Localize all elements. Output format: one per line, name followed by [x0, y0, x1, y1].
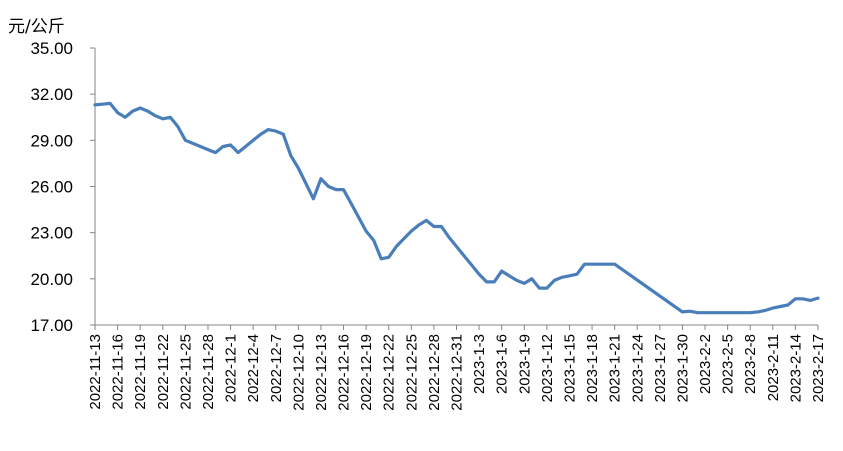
y-tick-labels: 17.00 20.00 23.00 26.00 29.00 32.00 35.00: [30, 39, 73, 335]
y-tick-label: 32.00: [30, 85, 73, 104]
y-tick-label: 17.00: [30, 316, 73, 335]
x-tick-label: 2022-12-10: [290, 334, 307, 411]
x-tick-label: 2023-2-14: [787, 334, 804, 402]
x-tick-label: 2023-1-3: [471, 334, 488, 394]
x-tick-label: 2022-12-31: [449, 334, 466, 411]
x-tick-label: 2023-2-2: [697, 334, 714, 394]
y-axis-unit-label: 元/公斤: [8, 17, 65, 37]
x-tick-label: 2022-11-25: [177, 334, 194, 410]
x-tick-label: 2022-12-19: [358, 334, 375, 411]
x-tick-label: 2022-12-1: [223, 334, 240, 402]
x-tick-label: 2022-12-25: [403, 334, 420, 411]
x-tick-label: 2023-1-9: [516, 334, 533, 394]
series-lines: [93, 101, 820, 315]
y-tick-label: 29.00: [30, 131, 73, 150]
chart-axes: [90, 47, 819, 330]
x-tick-labels: 2022-11-13 2022-11-16 2022-11-19 2022-11-22…: [87, 334, 827, 411]
x-tick-label: 2023-1-12: [539, 334, 556, 402]
x-tick-label: 2023-2-11: [765, 334, 782, 401]
x-tick-label: 2022-11-28: [200, 334, 217, 410]
x-tick-label: 2023-2-17: [810, 334, 827, 402]
x-tick-label: 2023-2-8: [742, 334, 759, 394]
x-tick-label: 2022-11-19: [132, 334, 149, 410]
y-tick-label: 26.00: [30, 178, 73, 197]
x-tick-label: 2022-11-16: [110, 334, 127, 410]
x-tick-label: 2022-11-13: [87, 334, 104, 410]
x-tick-label: 2023-1-30: [674, 334, 691, 402]
x-tick-label: 2023-1-27: [652, 334, 669, 402]
y-tick-label: 20.00: [30, 270, 73, 289]
price-series-line: [93, 101, 820, 315]
x-tick-label: 2022-12-13: [313, 334, 330, 411]
x-tick-label: 2022-12-22: [381, 334, 398, 411]
x-tick-label: 2022-11-22: [155, 334, 172, 410]
x-tick-label: 2022-12-7: [268, 334, 285, 402]
x-tick-label: 2023-1-15: [561, 334, 578, 402]
x-tick-label: 2022-12-16: [336, 334, 353, 411]
x-tick-label: 2023-1-6: [494, 334, 511, 394]
x-tick-label: 2022-12-4: [245, 334, 262, 402]
x-tick-label: 2023-2-5: [720, 334, 737, 394]
x-tick-label: 2023-1-24: [629, 334, 646, 402]
x-tick-label: 2023-1-18: [584, 334, 601, 402]
x-tick-label: 2023-1-21: [607, 334, 624, 402]
x-tick-label: 2022-12-28: [426, 334, 443, 411]
y-tick-label: 23.00: [30, 224, 73, 243]
y-tick-label: 35.00: [30, 39, 73, 58]
